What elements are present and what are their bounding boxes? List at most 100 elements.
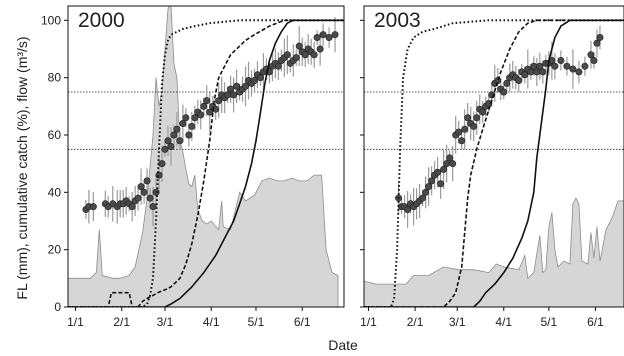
cumulative-solid-line <box>68 19 344 307</box>
fl-point <box>575 68 583 76</box>
fl-point <box>164 137 172 145</box>
fl-point <box>539 68 547 76</box>
fl-point <box>152 188 160 196</box>
fl-point <box>134 194 142 202</box>
fl-point <box>515 77 523 85</box>
fl-point <box>434 168 442 176</box>
fl-point <box>146 194 154 202</box>
x-tick-label: 5/1 <box>248 315 265 329</box>
x-tick-label: 4/1 <box>203 315 220 329</box>
y-tick-label: 60 <box>48 128 62 142</box>
fl-point <box>292 54 300 62</box>
fl-point <box>250 77 258 85</box>
fl-point <box>140 188 148 196</box>
fl-point <box>167 142 175 150</box>
fl-point <box>143 177 151 185</box>
x-axis-label: Date <box>328 337 358 353</box>
x-tick-label: 3/1 <box>157 315 174 329</box>
fl-point <box>227 85 235 93</box>
fl-point <box>331 31 339 39</box>
fl-point <box>563 62 571 70</box>
fl-point <box>203 97 211 105</box>
fl-point <box>128 203 136 211</box>
fl-point <box>179 120 187 128</box>
fl-point <box>206 108 214 116</box>
fl-point <box>551 62 559 70</box>
x-tick-label: 2/1 <box>407 315 424 329</box>
cumulative-dashed-line <box>364 19 624 307</box>
fl-point <box>313 34 321 42</box>
fl-point <box>295 42 303 50</box>
x-tick-label: 4/1 <box>495 315 512 329</box>
fl-point <box>256 74 264 82</box>
fl-point <box>590 56 598 64</box>
fl-point <box>173 125 181 133</box>
fl-point <box>587 51 595 59</box>
x-tick-label: 5/1 <box>541 315 558 329</box>
fl-point <box>530 62 538 70</box>
fl-point <box>176 137 184 145</box>
fl-point <box>557 56 565 64</box>
y-tick-label: 0 <box>54 300 61 314</box>
fl-point <box>473 114 481 122</box>
x-tick-label: 2/1 <box>113 315 130 329</box>
fl-point <box>404 206 412 214</box>
fl-point <box>533 68 541 76</box>
fl-point <box>200 102 208 110</box>
y-tick-label: 100 <box>41 13 61 27</box>
fl-point <box>479 108 487 116</box>
cumulative-dashed-line <box>68 19 344 307</box>
fl-point <box>233 82 241 90</box>
fl-point <box>197 111 205 119</box>
fl-point <box>536 62 544 70</box>
panel-frame <box>363 5 624 308</box>
fl-point <box>527 68 535 76</box>
y-axis-label: FL (mm), cumulative catch (%), flow (m³/… <box>14 36 30 299</box>
fl-point <box>137 183 145 191</box>
fl-point <box>319 31 327 39</box>
fl-point <box>425 183 433 191</box>
fl-point <box>581 62 589 70</box>
fl-point <box>224 91 232 99</box>
fl-point <box>596 34 604 42</box>
flow-area <box>68 6 339 307</box>
fl-point <box>158 160 166 168</box>
fl-point <box>464 114 472 122</box>
fl-point <box>215 97 223 105</box>
fl-point <box>500 88 508 96</box>
fl-point <box>325 34 333 42</box>
x-tick-label: 1/1 <box>360 315 377 329</box>
fl-point <box>455 128 463 136</box>
fl-point <box>503 79 511 87</box>
panel-title: 2000 <box>78 9 125 32</box>
panel-title: 2003 <box>374 9 421 32</box>
plot-area <box>364 19 624 307</box>
fl-point <box>230 91 238 99</box>
panel-2000: 0 20 40 60 80 100 1/1 2/1 3/1 4/1 5/1 6/1 2000 <box>41 5 345 329</box>
x-tick-label: 3/1 <box>449 315 466 329</box>
cumulative-dotted-line <box>364 19 624 307</box>
panel-2003: 1/1 2/1 3/1 4/1 5/1 6/1 2003 <box>360 5 624 329</box>
fl-point <box>485 99 493 107</box>
panel-frame <box>67 5 345 308</box>
fl-point <box>242 82 250 90</box>
fl-point <box>191 114 199 122</box>
plot-area <box>68 6 344 307</box>
x-tick-label: 6/1 <box>294 315 311 329</box>
fl-point <box>470 122 478 130</box>
fl-point <box>428 177 436 185</box>
fl-point <box>316 45 324 53</box>
fl-point <box>446 154 454 162</box>
fl-point <box>283 51 291 59</box>
fl-point <box>170 131 178 139</box>
x-tick-label: 1/1 <box>67 315 84 329</box>
fl-point <box>422 188 430 196</box>
fl-point <box>458 137 466 145</box>
flow-area <box>364 197 624 307</box>
fl-point <box>443 160 451 168</box>
cumulative-solid-line <box>364 19 624 307</box>
x-tick-label: 6/1 <box>587 315 604 329</box>
fl-point <box>593 39 601 47</box>
fl-point <box>274 62 282 70</box>
